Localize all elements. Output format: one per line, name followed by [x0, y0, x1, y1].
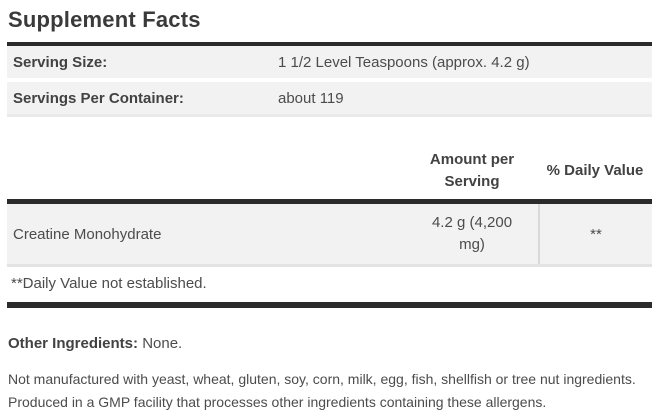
nutrient-table-header: Amount per Serving % Daily Value [7, 135, 652, 204]
servings-per-container-label: Servings Per Container: [13, 89, 184, 107]
ingredient-name: Creatine Monohydrate [13, 225, 162, 243]
nutrient-table: Amount per Serving % Daily Value Creatin… [7, 135, 652, 308]
serving-size-row: Serving Size: 1 1/2 Level Teaspoons (app… [7, 46, 652, 78]
serving-size-label: Serving Size: [13, 53, 108, 71]
table-row: Creatine Monohydrate 4.2 g (4,200 mg) ** [7, 204, 652, 267]
ingredient-amount: 4.2 g (4,200 mg) [431, 214, 513, 253]
serving-info-table: Serving Size: 1 1/2 Level Teaspoons (app… [7, 42, 652, 117]
servings-per-container-value: about 119 [278, 89, 344, 107]
header-amount-per-serving: Amount per Serving [429, 151, 515, 190]
other-ingredients-value: None. [142, 335, 183, 352]
serving-size-value: 1 1/2 Level Teaspoons (approx. 4.2 g) [278, 53, 530, 71]
other-ingredients: Other Ingredients: None. [8, 334, 652, 354]
servings-per-container-row: Servings Per Container: about 119 [7, 82, 652, 117]
other-ingredients-label: Other Ingredients: [8, 335, 139, 352]
header-percent-daily-value: % Daily Value [546, 162, 644, 179]
allergen-statement: Not manufactured with yeast, wheat, glut… [8, 371, 636, 410]
daily-value-footnote: **Daily Value not established. [7, 267, 652, 302]
page-title: Supplement Facts [8, 7, 201, 32]
ingredient-daily-value: ** [538, 204, 652, 264]
